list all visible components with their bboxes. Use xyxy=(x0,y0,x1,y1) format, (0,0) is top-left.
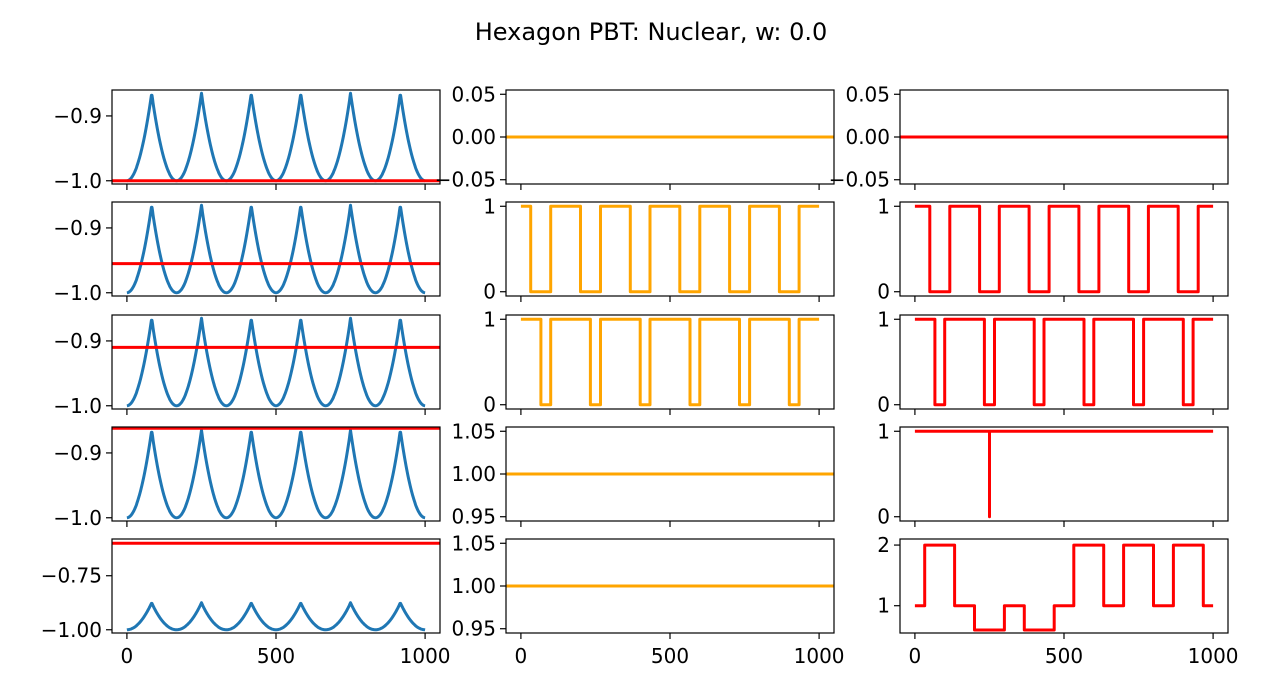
x-tick-label: 0 xyxy=(515,644,528,668)
axes-frame xyxy=(899,314,1229,410)
x-tick-label: 500 xyxy=(1045,644,1083,668)
figure-title: Hexagon PBT: Nuclear, w: 0.0 xyxy=(475,18,828,46)
y-tick-label: 0 xyxy=(877,280,890,304)
subplot-r3-c1: 1.05 1.00 0.95 xyxy=(451,419,835,529)
y-tick-label: 1.00 xyxy=(451,574,496,598)
y-tick-label: 0 xyxy=(483,393,496,417)
y-tick-label: 0.95 xyxy=(451,617,496,641)
subplot-r4-c0: −0.75 −1.00 0 500 1000 xyxy=(41,538,451,668)
subplot-r0-c0: −0.9 −1.0 xyxy=(53,89,441,193)
axes-frame xyxy=(505,314,835,410)
x-tick-label: 0 xyxy=(121,644,134,668)
x-tick-label: 1000 xyxy=(794,644,845,668)
y-tick-label: −0.9 xyxy=(53,216,102,240)
x-tick-label: 0 xyxy=(909,644,922,668)
y-tick-label: 0.95 xyxy=(451,505,496,529)
y-tick-label: 1 xyxy=(483,194,496,218)
series-line-blue xyxy=(126,428,426,520)
y-tick-label: −1.0 xyxy=(53,394,102,418)
y-tick-label: 1 xyxy=(877,594,890,618)
y-tick-label: 1.05 xyxy=(451,419,496,443)
subplot-r2-c0: −0.9 −1.0 xyxy=(53,314,441,418)
series-line-orange xyxy=(520,204,820,294)
x-tick-label: 500 xyxy=(651,644,689,668)
axes-frame xyxy=(505,201,835,297)
series-line-red xyxy=(914,543,1214,632)
y-tick-label: −0.05 xyxy=(829,168,890,192)
y-tick-label: 0.00 xyxy=(451,125,496,149)
subplot-r3-c2: 10 xyxy=(877,419,1229,529)
y-tick-label: 0.05 xyxy=(845,82,890,106)
x-tick-label: 1000 xyxy=(1188,644,1239,668)
y-tick-label: 0.05 xyxy=(451,82,496,106)
y-tick-label: −1.0 xyxy=(53,506,102,530)
axes-frame xyxy=(111,89,441,185)
y-tick-label: 1.00 xyxy=(451,462,496,486)
series-line-orange xyxy=(520,317,820,407)
subplot-r0-c1: 0.05 0.00 −0.05 xyxy=(435,82,835,192)
subplot-r2-c1: 10 xyxy=(483,307,835,417)
subplot-r3-c0: −0.9 −1.0 xyxy=(53,426,441,530)
subplot-r1-c2: 10 xyxy=(877,194,1229,304)
y-tick-label: −1.0 xyxy=(53,281,102,305)
series-line-red xyxy=(914,429,1214,519)
y-tick-label: 0.00 xyxy=(845,125,890,149)
axes-frame xyxy=(899,538,1229,634)
subplot-r1-c1: 10 xyxy=(483,194,835,304)
axes-frame xyxy=(111,426,441,522)
subplot-r1-c0: −0.9 −1.0 xyxy=(53,201,441,305)
y-tick-label: 1.05 xyxy=(451,531,496,555)
y-tick-label: −0.9 xyxy=(53,104,102,128)
subplot-r2-c2: 10 xyxy=(877,307,1229,417)
y-tick-label: 1 xyxy=(483,307,496,331)
series-line-red xyxy=(914,317,1214,407)
subplot-grid: −0.9 −1.0 0.05 0.00 −0.05 0.05 0.00 −0.05 −0.9 −1… xyxy=(41,82,1239,668)
x-tick-label: 500 xyxy=(257,644,295,668)
series-line-blue xyxy=(126,316,426,408)
y-tick-label: 1 xyxy=(877,419,890,443)
subplot-r4-c1: 1.05 1.00 0.95 0 500 1000 xyxy=(451,531,844,668)
series-line-blue xyxy=(126,91,426,183)
y-tick-label: 1 xyxy=(877,307,890,331)
subplot-r0-c2: 0.05 0.00 −0.05 xyxy=(829,82,1229,192)
series-line-blue xyxy=(126,601,426,632)
y-tick-label: −0.9 xyxy=(53,441,102,465)
x-tick-label: 1000 xyxy=(400,644,451,668)
y-tick-label: −0.9 xyxy=(53,329,102,353)
series-line-blue xyxy=(126,203,426,295)
y-tick-label: −1.0 xyxy=(53,169,102,193)
y-tick-label: 0 xyxy=(877,505,890,529)
y-tick-label: 0 xyxy=(483,280,496,304)
y-tick-label: −0.75 xyxy=(41,564,102,588)
y-tick-label: −0.05 xyxy=(435,168,496,192)
y-tick-label: −1.00 xyxy=(41,618,102,642)
series-line-red xyxy=(914,204,1214,294)
y-tick-label: 1 xyxy=(877,194,890,218)
subplot-r4-c2: 2 1 0 500 1000 xyxy=(877,533,1238,668)
axes-frame xyxy=(111,201,441,297)
axes-frame xyxy=(899,426,1229,522)
y-tick-label: 2 xyxy=(877,533,890,557)
y-tick-label: 0 xyxy=(877,393,890,417)
axes-frame xyxy=(111,314,441,410)
